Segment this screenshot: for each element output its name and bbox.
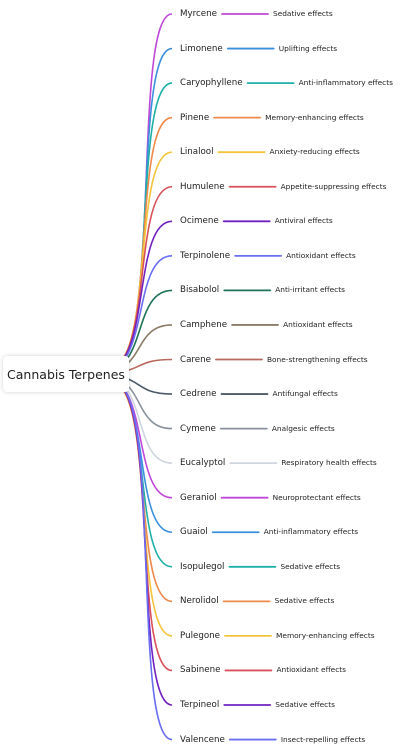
terpene-node-caryophyllene[interactable]: Caryophyllene: [180, 78, 243, 89]
terpene-node-limonene[interactable]: Limonene: [180, 43, 223, 54]
terpene-node-terpineol[interactable]: Terpineol: [180, 700, 220, 710]
effect-node-guaiol[interactable]: Anti-inflammatory effects: [263, 527, 359, 537]
terpene-node-linalool[interactable]: Linalool: [180, 147, 214, 158]
connector-nerolidol: [109, 379, 173, 603]
terpene-node-sabinene[interactable]: Sabinene: [180, 665, 221, 676]
effect-node-terpineol[interactable]: Sedative effects: [275, 700, 335, 709]
effect-node-ocimene[interactable]: Antiviral effects: [274, 216, 333, 226]
effect-node-terpinolene[interactable]: Antioxidant effects: [286, 250, 356, 260]
root-node[interactable]: Cannabis Terpenes: [3, 356, 129, 392]
connector-sabinene: [112, 381, 173, 672]
effect-node-carene[interactable]: Bone-strengthening effects: [266, 354, 368, 364]
terpene-node-myrcene[interactable]: Myrcene: [180, 9, 217, 19]
terpene-node-bisabolol[interactable]: Bisabolol: [180, 285, 220, 296]
root-label: Cannabis Terpenes: [7, 366, 125, 382]
connector-linalool: [109, 151, 173, 369]
effect-node-nerolidol[interactable]: Sedative effects: [274, 596, 335, 606]
connector-valencene: [115, 383, 173, 741]
effect-node-linalool[interactable]: Anxiety-reducing effects: [269, 147, 360, 157]
terpene-node-ocimene[interactable]: Ocimene: [180, 216, 219, 227]
effect-node-valencene[interactable]: Insect-repelling effects: [280, 734, 366, 744]
effect-node-bisabolol[interactable]: Anti-irritant effects: [275, 285, 345, 295]
effect-node-humulene[interactable]: Appetite-suppressing effects: [280, 181, 387, 191]
effect-node-cymene[interactable]: Analgesic effects: [271, 423, 335, 433]
effect-node-pulegone[interactable]: Memory-enhancing effects: [276, 630, 375, 640]
terpene-node-carene[interactable]: Carene: [180, 354, 211, 365]
effect-node-caryophyllene[interactable]: Anti-inflammatory effects: [298, 78, 393, 88]
effect-node-cedrene[interactable]: Antifungal effects: [272, 389, 338, 399]
terpene-node-pinene[interactable]: Pinene: [180, 112, 210, 123]
terpene-node-cedrene[interactable]: Cedrene: [180, 389, 217, 400]
effect-node-pinene[interactable]: Memory-enhancing effects: [265, 112, 364, 122]
effect-node-camphene[interactable]: Antioxidant effects: [283, 319, 353, 329]
effect-node-geraniol[interactable]: Neuroprotectant effects: [272, 492, 361, 502]
terpene-node-eucalyptol[interactable]: Eucalyptol: [180, 458, 226, 469]
terpene-node-nerolidol[interactable]: Nerolidol: [180, 596, 219, 607]
terpene-node-geraniol[interactable]: Geraniol: [180, 492, 217, 503]
connector-pulegone: [110, 380, 173, 637]
connector-pinene: [110, 116, 173, 368]
effect-node-limonene[interactable]: Uplifting effects: [278, 43, 338, 53]
terpene-node-pulegone[interactable]: Pulegone: [180, 630, 221, 641]
terpene-node-isopulegol[interactable]: Isopulegol: [180, 561, 225, 572]
effect-node-sabinene[interactable]: Antioxidant effects: [276, 665, 347, 675]
terpene-node-cymene[interactable]: Cymene: [180, 423, 216, 434]
terpene-node-valencene[interactable]: Valencene: [180, 734, 225, 745]
terpene-node-humulene[interactable]: Humulene: [180, 181, 225, 192]
effect-node-eucalyptol[interactable]: Respiratory health effects: [281, 458, 377, 468]
effect-node-myrcene[interactable]: Sedative effects: [273, 9, 333, 18]
terpene-node-terpinolene[interactable]: Terpinolene: [180, 250, 231, 261]
connector-myrcene: [115, 13, 173, 365]
effect-node-isopulegol[interactable]: Sedative effects: [280, 561, 341, 571]
terpene-node-camphene[interactable]: Camphene: [180, 319, 228, 330]
terpene-node-guaiol[interactable]: Guaiol: [180, 527, 208, 538]
connector-limonene: [114, 47, 173, 366]
